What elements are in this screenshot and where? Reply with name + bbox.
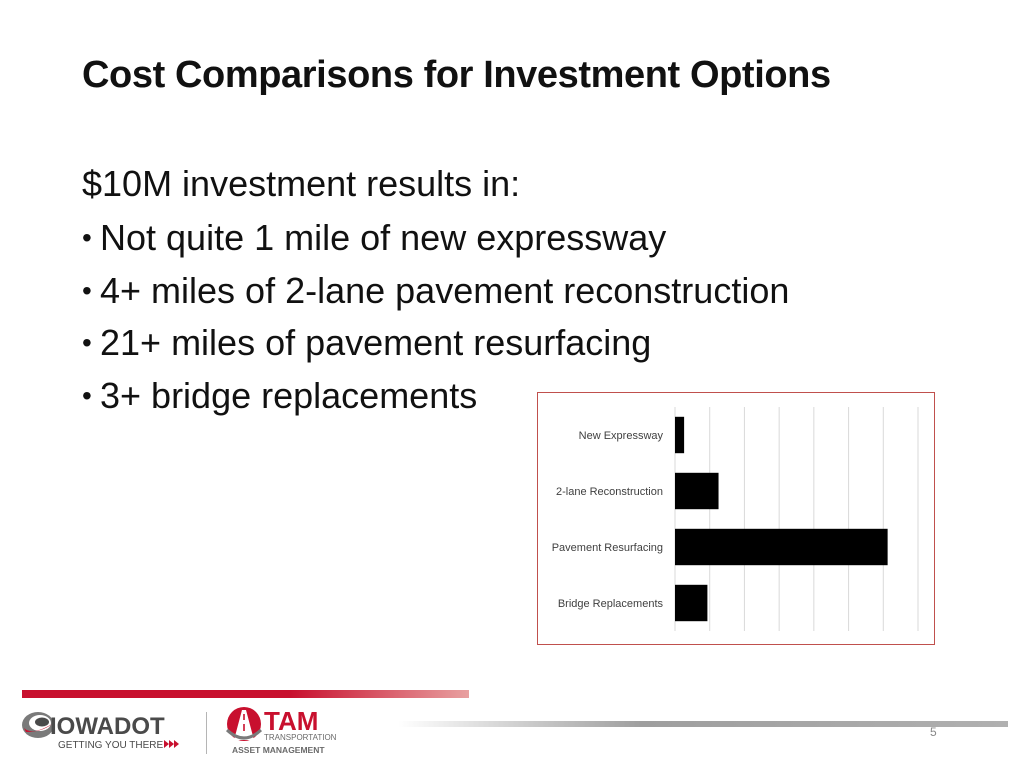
slide-title: Cost Comparisons for Investment Options	[82, 54, 831, 96]
iowadot-wordmark: IOWADOT	[50, 713, 165, 740]
tam-line2: ASSET MANAGEMENT	[232, 745, 325, 755]
tam-wordmark: TAM	[264, 706, 318, 736]
list-item: • 3+ bridge replacements	[82, 370, 789, 423]
footer-red-bar	[22, 690, 469, 698]
bullet-icon: •	[82, 379, 92, 411]
bullet-text: 4+ miles of 2-lane pavement reconstructi…	[100, 269, 790, 311]
chart-svg: New Expressway 2-lane Reconstruction Pavem…	[552, 407, 919, 631]
category-label: New Expressway	[579, 430, 664, 442]
intro-text: $10M investment results in:	[82, 163, 521, 204]
logo-divider	[206, 712, 207, 754]
bar	[675, 416, 685, 454]
category-label: 2-lane Reconstruction	[556, 486, 663, 498]
bullet-text: Not quite 1 mile of new expressway	[100, 217, 667, 258]
tam-logo: TAM TRANSPORTATION ASSET MANAGEMENT	[225, 706, 337, 755]
bullet-icon: •	[82, 327, 92, 358]
bullet-text: 21+ miles of pavement resurfacing	[100, 322, 652, 363]
chevron-right-icon	[164, 740, 179, 748]
bullet-icon: •	[82, 222, 92, 253]
list-item: • 4+ miles of 2-lane pavement reconstruc…	[82, 265, 789, 318]
bar	[675, 584, 708, 622]
iowadot-logo: IOWADOT GETTING YOU THERE	[22, 712, 179, 751]
tam-line1: TRANSPORTATION	[264, 733, 337, 742]
list-item: • 21+ miles of pavement resurfacing	[82, 317, 789, 370]
bullet-text: 3+ bridge replacements	[100, 374, 478, 416]
cost-comparison-chart: New Expressway 2-lane Reconstruction Pavem…	[537, 392, 935, 645]
bullet-list: • Not quite 1 mile of new expressway • 4…	[82, 212, 789, 422]
tam-road-icon	[225, 707, 263, 741]
list-item: • Not quite 1 mile of new expressway	[82, 212, 789, 265]
footer-gray-bar	[398, 721, 1008, 727]
iowadot-swirl-icon	[22, 712, 54, 738]
iowadot-name: IOWADOT	[50, 713, 165, 740]
category-label: Bridge Replacements	[558, 598, 664, 610]
category-label: Pavement Resurfacing	[552, 542, 663, 554]
bar	[675, 472, 719, 510]
bar	[675, 528, 888, 566]
page-number: 5	[930, 725, 937, 739]
iowadot-tagline: GETTING YOU THERE	[58, 740, 164, 751]
bullet-icon: •	[82, 274, 92, 306]
